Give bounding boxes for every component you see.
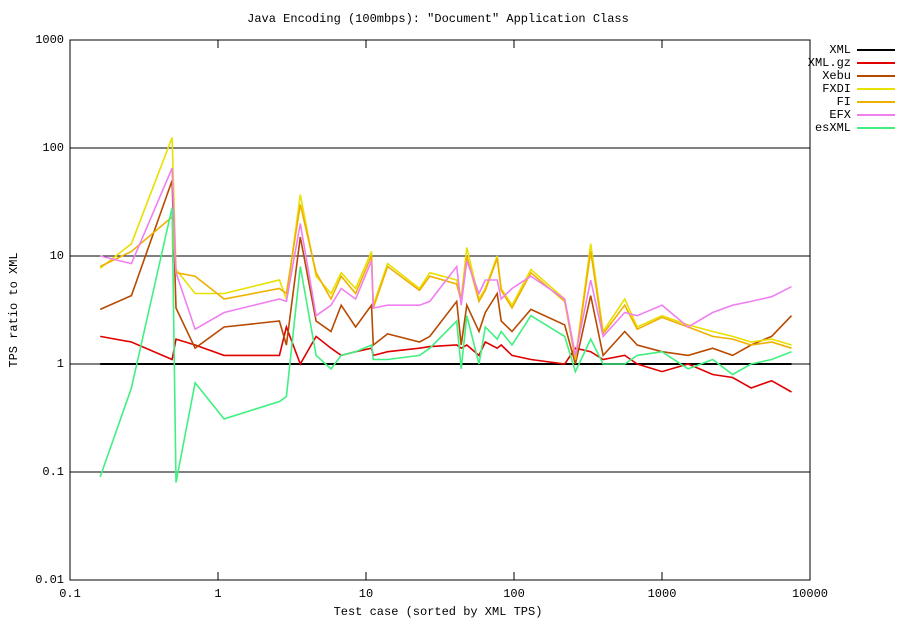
plot-frame (69, 39, 811, 581)
legend-label: FXDI (822, 82, 851, 96)
legend-label: FI (837, 95, 851, 109)
legend-label: esXML (815, 121, 851, 135)
legend-label: XML (829, 43, 851, 57)
y-tick-label: 0.1 (42, 465, 64, 479)
y-tick-label: 10 (50, 249, 64, 263)
x-axis-label: Test case (sorted by XML TPS) (334, 605, 543, 619)
series-line (100, 167, 792, 356)
x-tick-label: 1 (214, 587, 221, 601)
x-tick-label: 1000 (648, 587, 677, 601)
legend-label: EFX (829, 108, 851, 122)
y-axis-label: TPS ratio to XML (7, 252, 21, 367)
series-line (99, 207, 792, 483)
x-tick-label: 10000 (792, 587, 828, 601)
x-tick-label: 10 (359, 587, 373, 601)
legend-label: XML.gz (808, 56, 851, 70)
series-line (99, 180, 793, 365)
x-tick-label: 0.1 (59, 587, 81, 601)
x-tick-label: 100 (503, 587, 525, 601)
y-tick-label: 100 (42, 141, 64, 155)
chart-title: Java Encoding (100mbps): "Document" Appl… (247, 12, 629, 26)
series-line (99, 204, 792, 360)
y-tick-label: 0.01 (35, 573, 64, 587)
y-tick-label: 1 (57, 357, 64, 371)
y-tick-label: 1000 (35, 33, 64, 47)
legend-label: Xebu (822, 69, 851, 83)
series-line (100, 324, 792, 393)
